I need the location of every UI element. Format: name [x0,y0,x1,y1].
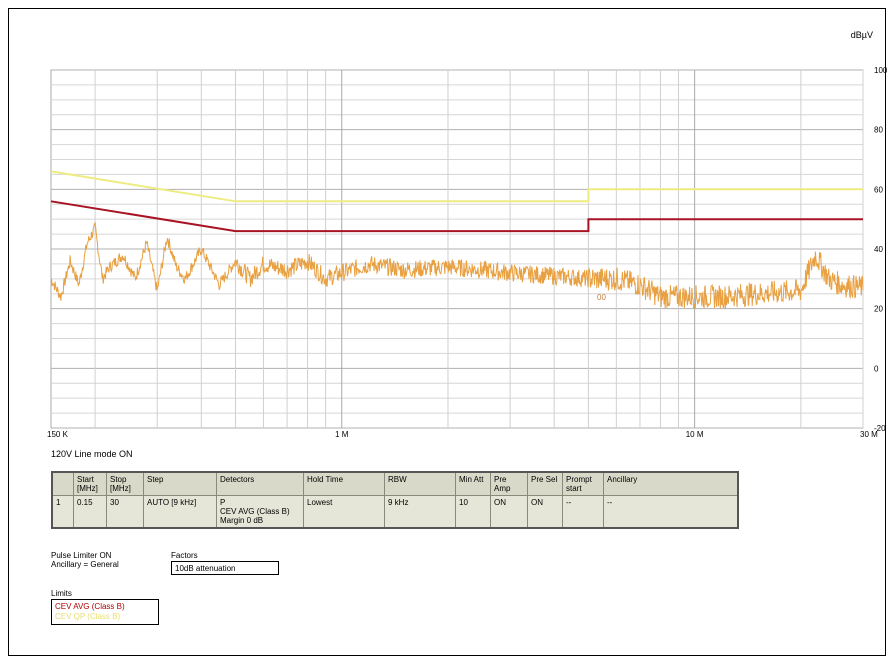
settings-table: Start [MHz] Stop [MHz] Step Detectors Hold T… [51,471,739,529]
x-ticks: 150 K 1 M 10 M 30 M [47,430,878,439]
settings-data-cell: 10 [455,495,491,529]
limit-line-1: CEV AVG (Class B) [55,602,125,611]
limits-title: Limits [51,589,72,598]
settings-header-cell: RBW [384,471,456,496]
y-tick-label: 0 [874,364,879,373]
settings-header-cell [51,471,74,496]
y-tick-label: 80 [874,126,883,135]
settings-data-cell: ON [490,495,528,529]
y-tick-label: 20 [874,305,883,314]
settings-data-cell: ON [527,495,563,529]
settings-header-row: Start [MHz] Stop [MHz] Step Detectors Hold T… [51,471,739,496]
limit-line [50,200,863,233]
limits-box: CEV AVG (Class B) CEV QP (Class B) [51,599,159,625]
limit-line [50,170,863,203]
measurement-caption: 120V Line mode ON [51,449,133,459]
settings-header-cell: Stop [MHz] [106,471,144,496]
settings-header-cell: Detectors [216,471,304,496]
settings-header-cell: Pre Sel [527,471,563,496]
grid [51,69,864,429]
factors-value: 10dB attenuation [171,561,279,575]
factors-group: Factors 10dB attenuation [171,551,279,575]
measurement-trace [50,221,864,309]
settings-data-cell: -- [562,495,604,529]
limits-group: Limits CEV AVG (Class B) CEV QP (Class B… [51,589,159,625]
settings-data-cell: 1 [51,495,74,529]
settings-header-cell: Pre Amp [490,471,528,496]
settings-header-cell: Min Att [455,471,491,496]
settings-data-cell: 30 [106,495,144,529]
factors-title: Factors [171,551,198,560]
settings-header-cell: Hold Time [303,471,385,496]
info-block: Pulse Limiter ON Ancillary = General [51,551,119,569]
series-layer [50,170,864,309]
emission-chart: -20 0 20 40 60 80 100 150 K 1 M 10 M 30 M dBµV 00 [47,30,888,439]
settings-header-cell: Ancillary [603,471,739,496]
x-tick-label: 1 M [335,430,349,439]
y-tick-label: 100 [874,66,888,75]
settings-data-cell: Lowest [303,495,385,529]
limit-line-2: CEV QP (Class B) [55,612,121,621]
y-ticks: -20 0 20 40 60 80 100 [874,66,888,433]
settings-data-cell: -- [603,495,739,529]
settings-data-cell: P CEV AVG (Class B) Margin 0 dB [216,495,304,529]
settings-header-cell: Prompt start [562,471,604,496]
y-tick-label: 60 [874,185,883,194]
settings-data-cell: 9 kHz [384,495,456,529]
x-tick-label: 30 M [860,430,878,439]
trace-annotation: 00 [597,293,606,302]
y-axis-label: dBµV [851,30,873,40]
settings-data-cell: AUTO [9 kHz] [143,495,217,529]
settings-data-cell: 0.15 [73,495,107,529]
y-tick-label: -20 [874,424,886,433]
x-tick-label: 10 M [686,430,704,439]
pulse-limiter-text: Pulse Limiter ON [51,551,112,560]
settings-header-cell: Start [MHz] [73,471,107,496]
settings-data-row: 1 0.15 30 AUTO [9 kHz] P CEV AVG (Class B) M… [51,495,739,529]
x-tick-label: 150 K [47,430,69,439]
ancillary-text: Ancillary = General [51,560,119,569]
y-tick-label: 40 [874,245,883,254]
settings-header-cell: Step [143,471,217,496]
